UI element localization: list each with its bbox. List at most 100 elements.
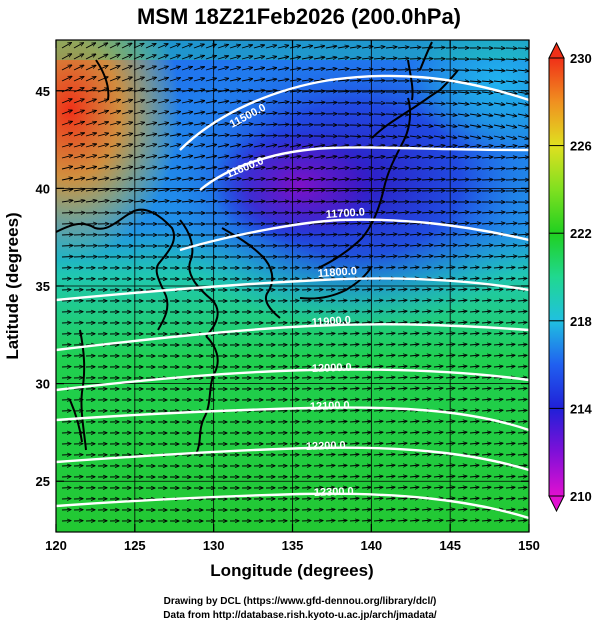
- wind-vector: [493, 103, 505, 105]
- wind-vector: [289, 79, 301, 81]
- wind-vector: [385, 168, 397, 169]
- wind-vector: [145, 201, 157, 202]
- warm-region-shading: [56, 40, 180, 260]
- wind-vector: [109, 178, 121, 180]
- colorbar-max-triangle: [548, 41, 565, 59]
- wind-vector: [61, 212, 73, 213]
- wind-vector: [409, 377, 419, 378]
- wind-vector: [337, 300, 347, 301]
- colorbar-tick-label: 218: [570, 314, 592, 329]
- wind-vector: [445, 92, 457, 93]
- wind-vector: [325, 190, 337, 191]
- wind-vector: [97, 99, 108, 104]
- wind-vector: [265, 135, 277, 136]
- wind-vector: [193, 201, 205, 202]
- x-tick-label: 120: [45, 538, 67, 553]
- wind-vector: [385, 136, 397, 137]
- wind-vector: [169, 89, 181, 93]
- wind-vector: [61, 133, 72, 137]
- wind-vector: [121, 144, 133, 148]
- wind-vector: [145, 55, 156, 60]
- contour-label: 12100.0: [310, 400, 350, 413]
- wind-vector: [517, 135, 529, 139]
- wind-vector: [205, 167, 217, 169]
- wind-vector: [457, 146, 469, 147]
- wind-vector: [229, 178, 241, 180]
- wind-vector: [193, 55, 204, 60]
- wind-vector: [493, 59, 505, 60]
- wind-vector: [157, 144, 169, 148]
- wind-vector: [217, 112, 229, 114]
- wind-vector: [457, 103, 469, 104]
- wind-vector: [493, 70, 505, 71]
- wind-vector: [337, 476, 347, 477]
- wind-vector: [253, 56, 265, 60]
- wind-vector: [97, 155, 109, 159]
- wind-vector: [409, 322, 419, 323]
- wind-vector: [205, 144, 217, 147]
- wind-vector: [61, 245, 73, 246]
- wind-vector: [457, 344, 467, 345]
- wind-vector: [337, 498, 347, 499]
- wind-vector: [433, 267, 443, 268]
- wind-vector: [73, 189, 85, 191]
- wind-vector: [445, 212, 457, 213]
- wind-vector: [85, 167, 97, 169]
- wind-vector: [133, 111, 145, 115]
- wind-vector: [517, 388, 527, 389]
- wind-vector: [433, 399, 443, 400]
- wind-vector: [445, 136, 457, 138]
- wind-vector: [469, 333, 479, 334]
- wind-vector: [313, 190, 325, 191]
- wind-vector: [457, 212, 469, 213]
- wind-vector: [73, 155, 85, 159]
- wind-vector: [109, 77, 120, 82]
- wind-vector: [469, 157, 481, 158]
- wind-vector: [517, 333, 527, 334]
- wind-vector: [481, 179, 493, 180]
- wind-vector: [349, 223, 361, 224]
- contour-label: 12200.0: [306, 440, 346, 453]
- wind-vector: [97, 88, 108, 93]
- wind-vector: [313, 68, 325, 70]
- wind-vector: [361, 322, 371, 323]
- wind-vector: [445, 278, 455, 279]
- wind-vector: [349, 399, 359, 400]
- wind-vector: [169, 123, 181, 125]
- wind-vector: [229, 78, 241, 81]
- wind-vector: [337, 80, 349, 81]
- wind-vector: [505, 300, 515, 301]
- wind-vector: [349, 366, 359, 367]
- wind-vector: [277, 79, 289, 81]
- wind-vector: [517, 267, 527, 268]
- wind-vector: [97, 77, 108, 82]
- wind-vector: [253, 124, 265, 125]
- wind-vector: [73, 99, 84, 104]
- wind-vector: [373, 47, 385, 48]
- wind-vector: [385, 322, 395, 323]
- wind-vector: [97, 65, 108, 71]
- wind-vector: [493, 399, 503, 400]
- wind-vector: [397, 399, 407, 400]
- wind-vector: [493, 333, 503, 334]
- wind-vector: [337, 201, 349, 202]
- wind-vector: [289, 102, 301, 103]
- wind-vector: [85, 88, 96, 93]
- wind-vector: [505, 212, 517, 213]
- wind-vector: [457, 366, 467, 367]
- wind-vector: [397, 47, 409, 48]
- wind-vector: [409, 256, 421, 257]
- wind-vector: [61, 155, 73, 159]
- wind-vector: [517, 168, 529, 169]
- wind-vector: [517, 399, 527, 400]
- wind-vector: [445, 333, 455, 334]
- wind-vector: [349, 289, 359, 290]
- wind-vector: [181, 156, 193, 158]
- wind-vector: [445, 399, 455, 400]
- wind-vector: [181, 178, 193, 180]
- wind-vector: [157, 100, 169, 104]
- wind-vector: [505, 81, 517, 82]
- wind-vector: [385, 190, 397, 191]
- wind-vector: [73, 122, 84, 126]
